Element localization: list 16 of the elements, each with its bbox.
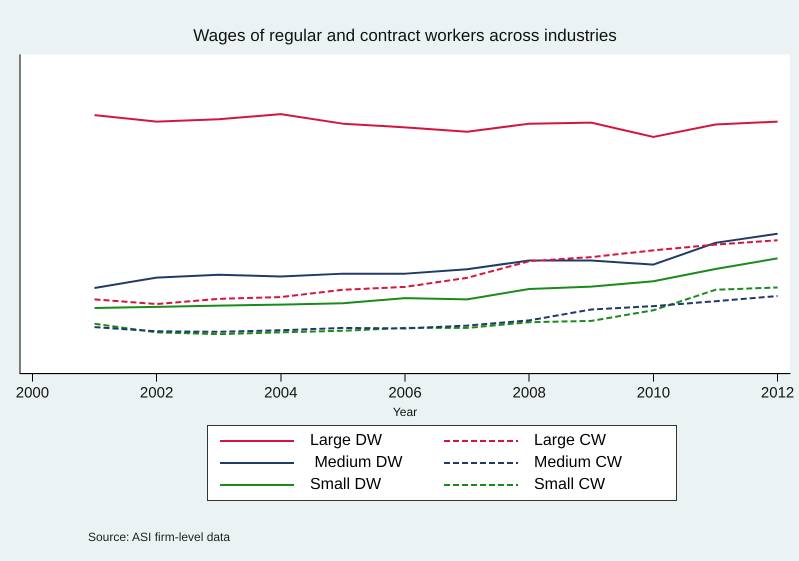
x-tick-label: 2002	[140, 384, 174, 402]
x-tick-label: 2006	[388, 384, 422, 402]
x-axis-title: Year	[392, 405, 418, 420]
x-tick-label: 2008	[512, 384, 546, 402]
legend-label: Large DW	[310, 432, 382, 450]
x-tick-label: 2000	[16, 384, 50, 402]
legend-label: Small CW	[534, 476, 606, 494]
legend-label: Large CW	[534, 432, 606, 450]
legend-label: Medium CW	[534, 454, 622, 472]
legend-label: Medium DW	[313, 454, 402, 472]
legend-label: Small DW	[310, 476, 382, 494]
x-tick-label: 2004	[264, 384, 298, 402]
chart-title: Wages of regular and contract workers across industries	[193, 26, 617, 45]
x-tick-label: 2012	[760, 384, 794, 402]
x-tick-label: 2010	[636, 384, 670, 402]
source-note: Source: ASI firm-level data	[88, 530, 230, 544]
